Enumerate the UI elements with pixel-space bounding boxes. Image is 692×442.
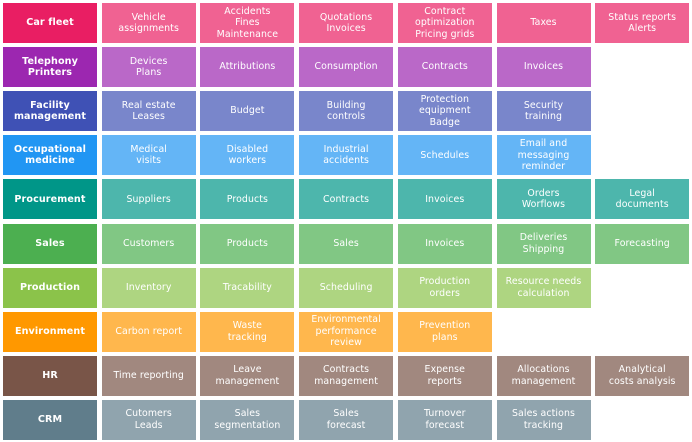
module-tile: Leave management — [200, 355, 295, 396]
category-row: Procurement Suppliers Products Contracts Inv… — [0, 179, 692, 220]
module-tile: Analytical costs analysis — [595, 355, 690, 396]
module-tile: Forecasting — [595, 223, 690, 264]
category-row: Sales Customers Products Sales Invoices Deliv… — [0, 223, 692, 264]
module-tile: Vehicle assignments — [101, 3, 196, 43]
module-tile: Sales — [299, 223, 394, 264]
module-tile: Cutomers Leads — [101, 399, 196, 440]
category-row: Telephony Printers Devices Plans Attributi… — [0, 47, 692, 88]
category-row: Facility management Real estate Leases Bud… — [0, 91, 692, 132]
module-tile: Consumption — [299, 47, 394, 88]
category-row: Car fleet Vehicle assignments Accidents Fi… — [0, 3, 692, 43]
module-tile: Resource needs calculation — [496, 267, 591, 308]
module-tile: Legal documents — [595, 179, 690, 220]
category-header: Car fleet — [3, 3, 97, 43]
module-tile: Industrial accidents — [299, 135, 394, 176]
module-tile: Building controls — [299, 91, 394, 132]
category-header: Occupational medicine — [3, 135, 97, 176]
module-tile: Customers — [101, 223, 196, 264]
module-tile: Suppliers — [101, 179, 196, 220]
module-tile: Waste tracking — [200, 311, 295, 352]
module-tile: Products — [200, 223, 295, 264]
module-tile: Sales segmentation — [200, 399, 295, 440]
module-tile: Protection equipment Badge — [397, 91, 492, 132]
category-row: CRM Cutomers Leads Sales segmentation Sales… — [0, 399, 692, 440]
module-tile: Email and messaging reminder — [496, 135, 591, 176]
category-row: Environment Carbon report Waste tracking En… — [0, 311, 692, 352]
module-tile: Accidents Fines Maintenance — [200, 3, 295, 43]
category-header: Procurement — [3, 179, 97, 220]
module-tile: Environmental performance review — [299, 311, 394, 352]
module-tile: Invoices — [397, 179, 492, 220]
module-tile: Time reporting — [101, 355, 196, 396]
module-tile: Contracts management — [299, 355, 394, 396]
module-tile: Invoices — [397, 223, 492, 264]
module-tile: Scheduling — [299, 267, 394, 308]
module-tile: Sales forecast — [299, 399, 394, 440]
module-tile: Prevention plans — [397, 311, 492, 352]
category-row: HR Time reporting Leave management Contract… — [0, 355, 692, 396]
module-tile: Schedules — [397, 135, 492, 176]
module-tile: Disabled workers — [200, 135, 295, 176]
category-header: Telephony Printers — [3, 47, 97, 88]
module-tile: Deliveries Shipping — [496, 223, 591, 264]
module-tile: Expense reports — [397, 355, 492, 396]
module-tile: Security training — [496, 91, 591, 132]
module-tile: Invoices — [496, 47, 591, 88]
category-header: Sales — [3, 223, 97, 264]
category-header: HR — [3, 355, 97, 396]
module-tile: Budget — [200, 91, 295, 132]
module-tile: Contracts — [299, 179, 394, 220]
category-header: Environment — [3, 311, 97, 352]
module-tile: Carbon report — [101, 311, 196, 352]
module-tile: Orders Worflows — [496, 179, 591, 220]
module-tile: Products — [200, 179, 295, 220]
module-tile: Tracability — [200, 267, 295, 308]
module-tile: Devices Plans — [101, 47, 196, 88]
module-tile: Production orders — [397, 267, 492, 308]
category-header: Production — [3, 267, 97, 308]
module-tile: Attributions — [200, 47, 295, 88]
module-tile: Inventory — [101, 267, 196, 308]
category-header: Facility management — [3, 91, 97, 132]
module-tile: Medical visits — [101, 135, 196, 176]
module-tile: Sales actions tracking — [496, 399, 591, 440]
module-tile: Contract optimization Pricing grids — [397, 3, 492, 43]
category-header: CRM — [3, 399, 97, 440]
module-tile: Contracts — [397, 47, 492, 88]
category-row: Production Inventory Tracability Scheduling… — [0, 267, 692, 308]
module-tile: Turnover forecast — [397, 399, 492, 440]
module-tile: Allocations management — [496, 355, 591, 396]
module-tile: Real estate Leases — [101, 91, 196, 132]
module-tile: Status reports Alerts — [595, 3, 690, 43]
module-tile: Taxes — [496, 3, 591, 43]
category-row: Occupational medicine Medical visits Disab… — [0, 135, 692, 176]
module-tile: Quotations Invoices — [299, 3, 394, 43]
